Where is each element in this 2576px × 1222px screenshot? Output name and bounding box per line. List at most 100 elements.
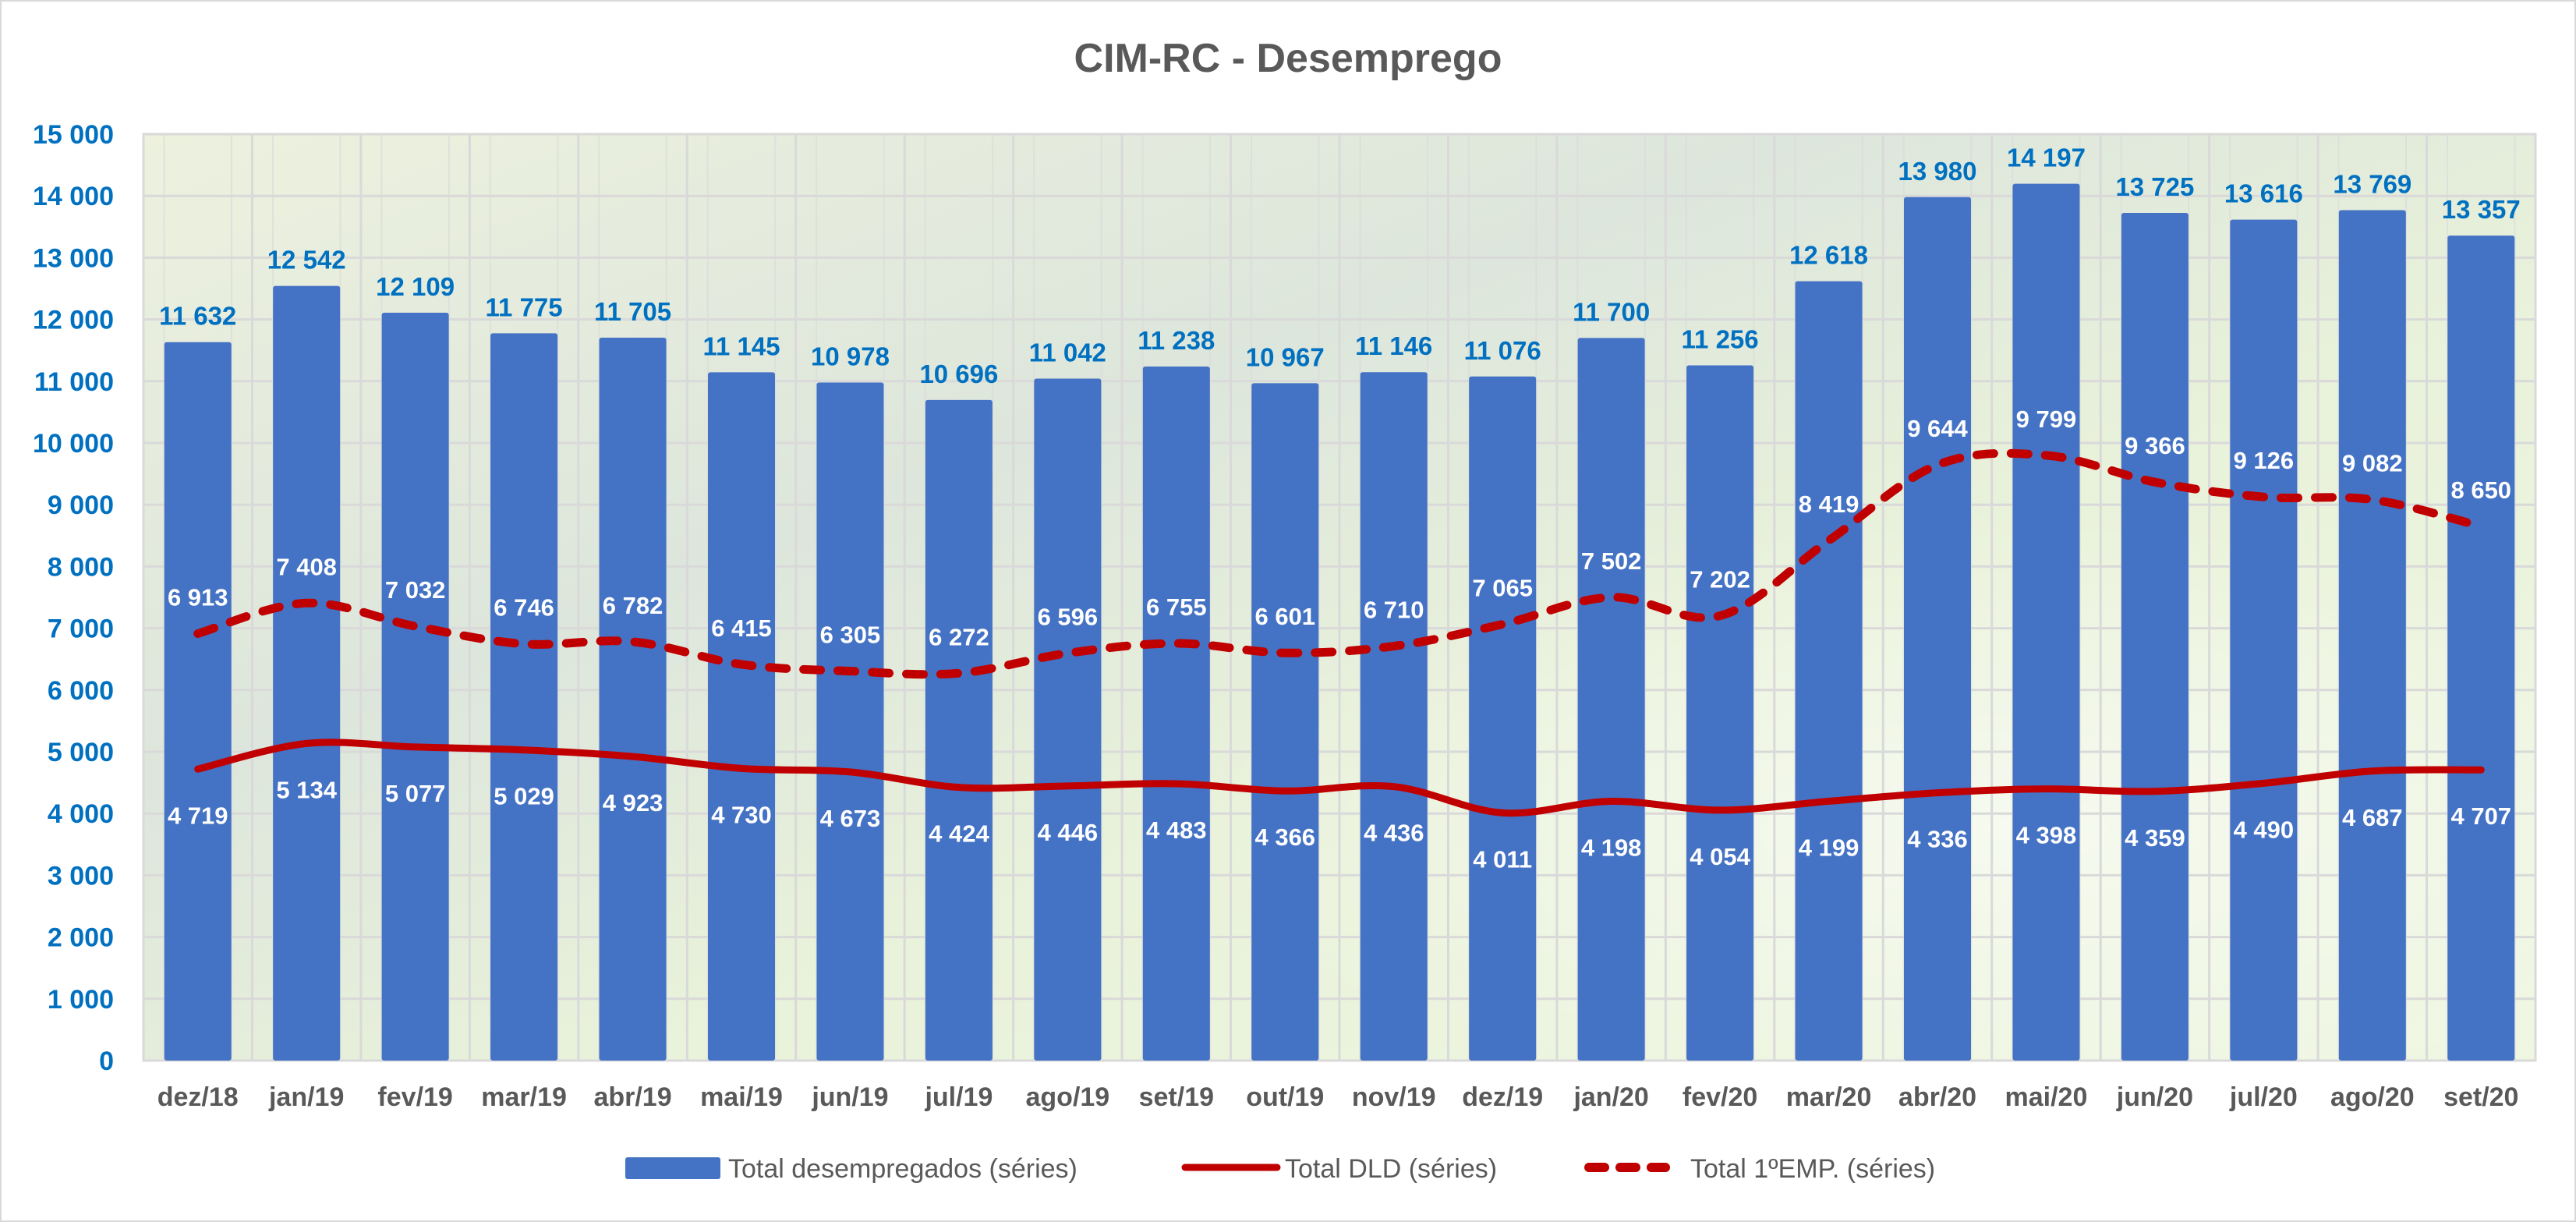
dld-data-label: 4 424 xyxy=(929,820,989,848)
bar xyxy=(708,372,775,1061)
dld-data-label: 5 077 xyxy=(385,780,446,807)
y-tick-label: 5 000 xyxy=(48,738,114,767)
y-tick-label: 4 000 xyxy=(48,799,114,829)
bar-data-label: 11 238 xyxy=(1138,326,1215,355)
x-tick-label: ago/20 xyxy=(2330,1082,2415,1112)
dld-data-label: 4 398 xyxy=(2016,822,2077,849)
x-tick-label: abr/20 xyxy=(1898,1082,1976,1112)
emp-data-label: 7 408 xyxy=(276,553,337,580)
bar-data-label: 13 769 xyxy=(2333,169,2411,198)
x-tick-label: nov/19 xyxy=(1352,1082,1436,1112)
x-tick-label: jul/20 xyxy=(2229,1082,2298,1112)
emp-data-label: 9 366 xyxy=(2125,432,2185,459)
x-tick-label: mar/20 xyxy=(1786,1082,1872,1112)
x-tick-label: mai/20 xyxy=(2005,1082,2088,1112)
dld-data-label: 4 707 xyxy=(2450,802,2511,830)
bar xyxy=(490,333,558,1061)
bar xyxy=(2338,210,2406,1061)
y-axis: 0 1 000 2 000 3 000 4 000 5 000 6 000 7 000 8 00… xyxy=(33,120,114,1076)
bar xyxy=(1251,383,1319,1061)
legend-swatch-bar xyxy=(625,1157,720,1179)
y-tick-label: 10 000 xyxy=(33,429,114,459)
x-tick-label: fev/19 xyxy=(377,1082,452,1112)
line-data-labels: 6 913 7 408 7 032 6 746 6 782 6 415 6 305 6 272… xyxy=(168,406,2511,873)
bar xyxy=(2012,183,2080,1061)
bar xyxy=(381,312,449,1061)
plot-border xyxy=(142,133,2537,1062)
emp-data-label: 6 596 xyxy=(1038,604,1099,631)
emp-data-label: 6 782 xyxy=(603,592,663,619)
bar xyxy=(164,342,232,1061)
bar xyxy=(1686,365,1754,1061)
bar xyxy=(2230,219,2298,1061)
bar xyxy=(1577,338,1645,1061)
emp-data-label: 6 305 xyxy=(820,622,881,649)
bar xyxy=(816,382,884,1061)
dld-data-label: 5 029 xyxy=(494,783,554,810)
dld-data-label: 4 923 xyxy=(603,789,663,816)
x-tick-label: dez/18 xyxy=(157,1082,239,1112)
emp-data-label: 6 913 xyxy=(168,583,228,611)
bar-data-label: 12 618 xyxy=(1789,241,1868,270)
bar-data-label: 11 145 xyxy=(702,331,780,360)
legend-label-total-dld: Total DLD (séries) xyxy=(1285,1154,1497,1184)
dld-data-label: 4 366 xyxy=(1254,824,1315,851)
bar-data-label: 11 775 xyxy=(486,292,563,321)
bar xyxy=(2121,212,2189,1061)
emp-data-label: 9 644 xyxy=(1907,415,1968,442)
bar-data-label: 10 978 xyxy=(811,342,890,371)
x-tick-label: jan/19 xyxy=(268,1082,344,1112)
dld-data-label: 4 687 xyxy=(2342,804,2403,831)
bar xyxy=(599,337,667,1061)
dld-data-label: 4 359 xyxy=(2125,824,2185,852)
dld-data-label: 4 336 xyxy=(1907,826,1968,853)
emp-data-label: 7 502 xyxy=(1581,547,1642,575)
bar-data-label: 13 357 xyxy=(2442,195,2521,224)
x-tick-label: jan/20 xyxy=(1573,1082,1648,1112)
bar-data-label: 14 197 xyxy=(2007,143,2086,172)
y-tick-label: 14 000 xyxy=(33,182,114,211)
emp-data-label: 6 710 xyxy=(1364,597,1424,624)
legend-label-total-desempregados: Total desempregados (séries) xyxy=(728,1154,1077,1184)
legend-item-total-1emp[interactable]: Total 1ºEMP. (séries) xyxy=(1584,1154,1935,1184)
legend-label-total-1emp: Total 1ºEMP. (séries) xyxy=(1690,1154,1935,1184)
legend-item-total-dld[interactable]: Total DLD (séries) xyxy=(1181,1154,1497,1184)
bar-data-label: 13 616 xyxy=(2224,179,2303,208)
dld-data-label: 4 673 xyxy=(820,805,881,832)
bar-data-label: 10 696 xyxy=(919,360,998,388)
legend-item-total-desempregados[interactable]: Total desempregados (séries) xyxy=(625,1154,1077,1184)
dld-data-label: 4 198 xyxy=(1581,834,1642,862)
bar xyxy=(1469,376,1537,1061)
line-series xyxy=(193,448,2486,817)
dld-data-label: 4 054 xyxy=(1690,843,1750,870)
emp-data-label: 8 650 xyxy=(2450,476,2511,504)
dld-data-label: 4 490 xyxy=(2234,816,2295,843)
dld-data-label: 4 446 xyxy=(1038,819,1099,846)
legend: Total desempregados (séries) Total DLD (… xyxy=(625,1154,1935,1184)
y-tick-label: 12 000 xyxy=(33,306,114,335)
y-tick-label: 1 000 xyxy=(48,985,114,1015)
emp-data-label: 7 032 xyxy=(385,576,446,604)
y-tick-label: 6 000 xyxy=(48,676,114,706)
line-total-dld xyxy=(194,739,2485,817)
bar-data-label: 12 109 xyxy=(376,272,455,301)
emp-data-label: 6 601 xyxy=(1254,603,1315,630)
emp-data-label: 9 126 xyxy=(2234,447,2295,474)
dld-data-label: 4 436 xyxy=(1364,820,1424,847)
dld-data-label: 4 730 xyxy=(711,801,772,828)
bar-data-label: 11 700 xyxy=(1573,297,1650,326)
dld-data-label: 4 483 xyxy=(1146,816,1207,844)
x-tick-label: dez/19 xyxy=(1462,1082,1543,1112)
emp-data-label: 6 415 xyxy=(711,615,772,642)
emp-data-label: 6 755 xyxy=(1146,593,1207,621)
x-tick-label: ago/19 xyxy=(1026,1082,1110,1112)
x-tick-label: fev/20 xyxy=(1683,1082,1757,1112)
x-tick-label: jun/20 xyxy=(2116,1082,2193,1112)
bar-data-label: 11 256 xyxy=(1682,325,1759,354)
bar xyxy=(2447,236,2515,1061)
bar-data-label: 12 542 xyxy=(267,246,346,275)
bar xyxy=(925,399,993,1061)
chart-title: CIM-RC - Desemprego xyxy=(1074,36,1502,81)
y-tick-label: 15 000 xyxy=(33,120,114,150)
y-tick-label: 13 000 xyxy=(33,243,114,273)
